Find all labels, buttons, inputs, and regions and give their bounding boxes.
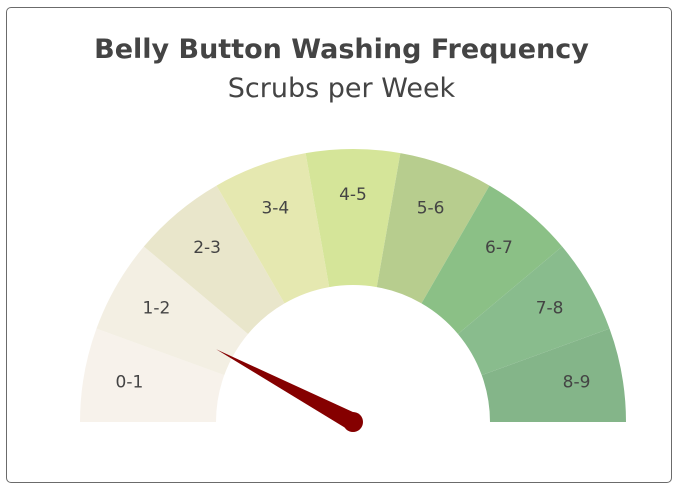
gauge-segment-label: 0-1: [116, 373, 144, 393]
gauge-segment-label: 6-7: [485, 238, 513, 258]
gauge-segment-7-8: [457, 246, 610, 376]
gauge-segment-4-5: [305, 148, 401, 288]
gauge-segment-label: 4-5: [339, 185, 367, 205]
gauge-segment-8-9: [481, 328, 626, 422]
chart-subtitle: Scrubs per Week: [227, 73, 456, 104]
gauge-needle: [216, 349, 363, 432]
gauge-segment-label: 5-6: [417, 199, 445, 219]
gauge-segment-5-6: [376, 153, 490, 304]
gauge-segment-3-4: [216, 153, 330, 304]
gauge-segment-label: 7-8: [536, 299, 564, 319]
gauge-segments: [80, 148, 626, 422]
gauge-segment-1-2: [96, 246, 249, 376]
gauge-segment-0-1: [80, 328, 225, 422]
gauge-needle-hub: [343, 412, 363, 432]
chart-title: Belly Button Washing Frequency: [94, 34, 589, 65]
gauge-needle-pointer: [216, 349, 358, 430]
gauge-segment-label: 2-3: [193, 238, 221, 258]
gauge-segment-label: 1-2: [143, 299, 171, 319]
gauge-segment-2-3: [143, 185, 285, 334]
gauge-segment-6-7: [421, 185, 563, 334]
gauge-segment-label: 3-4: [261, 199, 289, 219]
gauge-segment-label: 8-9: [563, 373, 591, 393]
gauge-labels: 0-1 1-2 2-3 3-4 4-5 5-6 6-7 7-8 8-9: [116, 185, 591, 393]
